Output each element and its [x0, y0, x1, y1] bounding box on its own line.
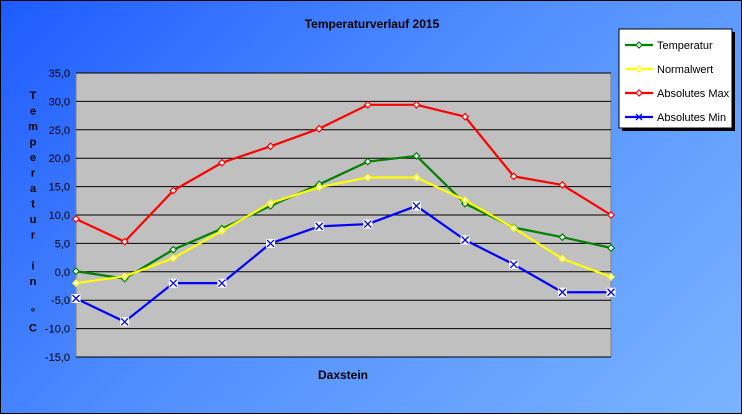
data-point: [461, 112, 470, 121]
data-point: [412, 173, 421, 182]
legend-marker: [635, 65, 643, 73]
legend-label: Absolutes Max: [657, 88, 730, 100]
data-point: [217, 158, 226, 167]
gridlines: [76, 72, 611, 358]
data-point: [606, 243, 616, 252]
series-normalwert: [71, 173, 616, 288]
data-point: [558, 233, 567, 242]
data-point: [558, 180, 567, 189]
data-point: [169, 245, 178, 254]
data-point: [217, 279, 226, 288]
data-point: [71, 267, 81, 276]
data-point: [169, 254, 178, 263]
data-point: [509, 224, 518, 233]
legend-label: Temperatur: [657, 40, 713, 52]
y-axis-label-char: e: [30, 106, 36, 118]
data-point: [169, 279, 178, 288]
series-line: [75, 103, 612, 243]
data-point: [120, 272, 129, 281]
data-point: [120, 317, 129, 326]
y-axis-label-char: °: [31, 307, 35, 319]
data-point: [412, 201, 421, 210]
y-axis-label-char: r: [31, 168, 36, 180]
data-point: [606, 210, 616, 220]
y-tick-label: 20,0: [49, 153, 70, 165]
y-axis-label-char: i: [31, 261, 34, 273]
data-point: [363, 157, 372, 166]
y-tick-label: 30,0: [49, 96, 70, 108]
data-point: [266, 239, 275, 248]
legend-marker: [635, 41, 643, 49]
y-axis-label-char: C: [29, 323, 37, 335]
data-point: [363, 173, 372, 182]
data-point: [412, 151, 421, 160]
y-tick-label: 15,0: [49, 182, 70, 194]
y-tick-label: 5,0: [55, 238, 70, 250]
legend-label: Normalwert: [657, 64, 713, 76]
legend: Temperatur Normalwert Absolutes Max Absolut…: [618, 28, 735, 131]
y-tick-label: -10,0: [45, 324, 70, 336]
y-axis-ticks: 35,0 30,0 25,0 20,0 15,0 10,0 5,0 0,0 -5,0 -10,0 -…: [45, 68, 70, 364]
y-tick-label: -5,0: [51, 295, 70, 307]
series-absolutes-max: [71, 100, 616, 246]
data-point: [315, 183, 324, 192]
legend-marker: [635, 113, 643, 121]
data-point: [169, 186, 178, 195]
y-tick-label: 35,0: [49, 68, 70, 80]
data-point: [461, 236, 470, 244]
y-axis-label-char: u: [30, 214, 37, 226]
data-point: [558, 254, 567, 263]
data-point: [607, 288, 615, 297]
y-tick-label: 25,0: [49, 125, 70, 137]
data-point: [315, 124, 324, 133]
series-absolutes-min: [71, 201, 616, 327]
data-point: [315, 222, 324, 231]
legend-label: Absolutes Min: [657, 112, 726, 124]
y-axis-label-char: t: [31, 199, 35, 211]
data-point: [120, 237, 129, 246]
x-axis-label: Daxstein: [318, 368, 368, 382]
data-point: [558, 288, 567, 297]
data-point: [412, 100, 421, 109]
data-point: [266, 142, 275, 151]
y-tick-label: 0,0: [55, 267, 70, 279]
series-line: [75, 176, 612, 285]
data-point: [509, 260, 518, 269]
data-point: [71, 214, 81, 224]
series-line: [75, 204, 611, 323]
y-axis-label-char: p: [30, 137, 37, 149]
data-point: [266, 199, 275, 208]
y-axis-label-char: n: [30, 276, 37, 288]
y-tick-label: -15,0: [45, 352, 70, 364]
y-tick-label: 10,0: [49, 210, 70, 222]
data-point: [71, 279, 81, 288]
data-point: [606, 272, 616, 281]
data-point: [72, 294, 80, 303]
legend-items: Temperatur Normalwert Absolutes Max Absolut…: [625, 40, 730, 124]
y-axis-label-char: r: [31, 230, 36, 242]
legend-marker: [635, 89, 643, 97]
data-point: [363, 220, 372, 229]
series-layer: [71, 100, 616, 327]
chart-title: Temperaturverlauf 2015: [305, 17, 440, 31]
data-point: [363, 100, 372, 109]
series-line: [75, 154, 612, 280]
data-point: [217, 226, 226, 235]
y-axis-label-char: T: [30, 90, 37, 102]
y-axis-label-char: e: [30, 152, 36, 164]
data-point: [461, 196, 470, 205]
y-axis-label-char: a: [30, 183, 37, 195]
y-axis-label-char: m: [28, 121, 38, 133]
data-point: [509, 172, 518, 181]
